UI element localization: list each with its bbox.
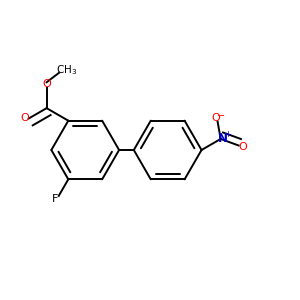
Text: +: + [224,130,231,139]
Text: O: O [42,79,51,89]
Text: N: N [218,133,228,146]
Text: CH$_3$: CH$_3$ [56,63,77,77]
Text: F: F [52,194,59,204]
Text: O: O [20,113,29,124]
Text: O: O [212,113,220,123]
Text: O: O [239,142,248,152]
Text: −: − [217,111,226,121]
